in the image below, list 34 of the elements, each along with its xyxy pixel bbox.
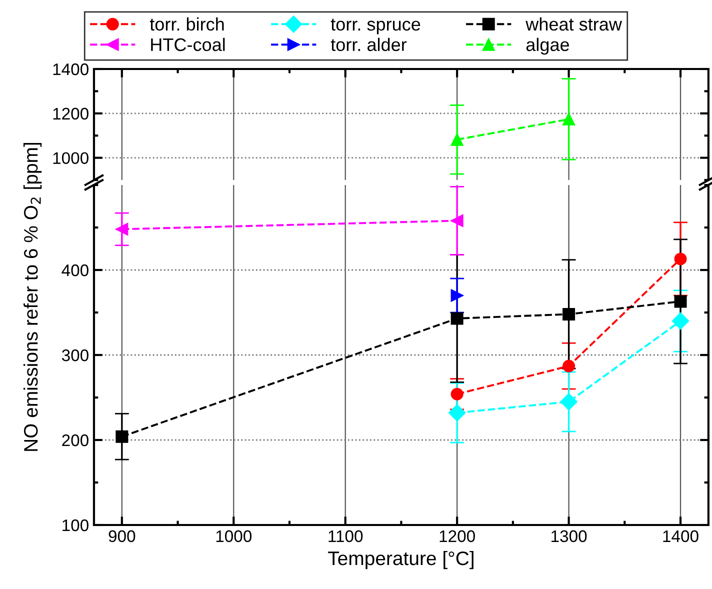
- x-tick-label: 1100: [328, 530, 363, 542]
- point: [116, 222, 128, 236]
- x-axis-title: Temperature [°C]: [328, 550, 474, 570]
- y-tick-label: 1400: [53, 63, 88, 76]
- y-tick-label: 300: [62, 349, 88, 362]
- y-tick-label: 100: [62, 519, 88, 532]
- legend-label: torr. alder: [330, 38, 407, 52]
- x-tick-label: 1300: [552, 530, 587, 542]
- point: [672, 312, 690, 330]
- point: [674, 295, 687, 308]
- point: [560, 393, 578, 410]
- point: [450, 388, 464, 400]
- legend-label: algae: [526, 38, 569, 55]
- point: [116, 430, 128, 443]
- x-tick-label: 1000: [216, 530, 252, 542]
- x-tick-label: 1200: [440, 530, 475, 542]
- point: [450, 214, 464, 227]
- x-tick-label: 1400: [663, 530, 698, 542]
- point: [450, 312, 464, 325]
- legend-label: torr. spruce: [330, 18, 420, 34]
- point: [674, 252, 687, 266]
- y-tick-label: 1000: [53, 152, 88, 164]
- point: [448, 404, 466, 422]
- legend-label: torr. birch: [150, 17, 224, 31]
- y-tick-label: 1200: [53, 108, 88, 120]
- legend-label: wheat straw: [526, 17, 622, 31]
- point: [450, 289, 464, 302]
- y-tick-label: 400: [62, 264, 88, 276]
- y-axis-title: NO emissions refer to 6 % O$_{2}$ [ppm]: [23, 142, 42, 451]
- x-tick-label: 900: [108, 530, 136, 542]
- legend-label: HTC-coal: [151, 38, 225, 52]
- point: [562, 360, 576, 372]
- y-tick-label: 200: [62, 434, 88, 446]
- point: [562, 308, 576, 320]
